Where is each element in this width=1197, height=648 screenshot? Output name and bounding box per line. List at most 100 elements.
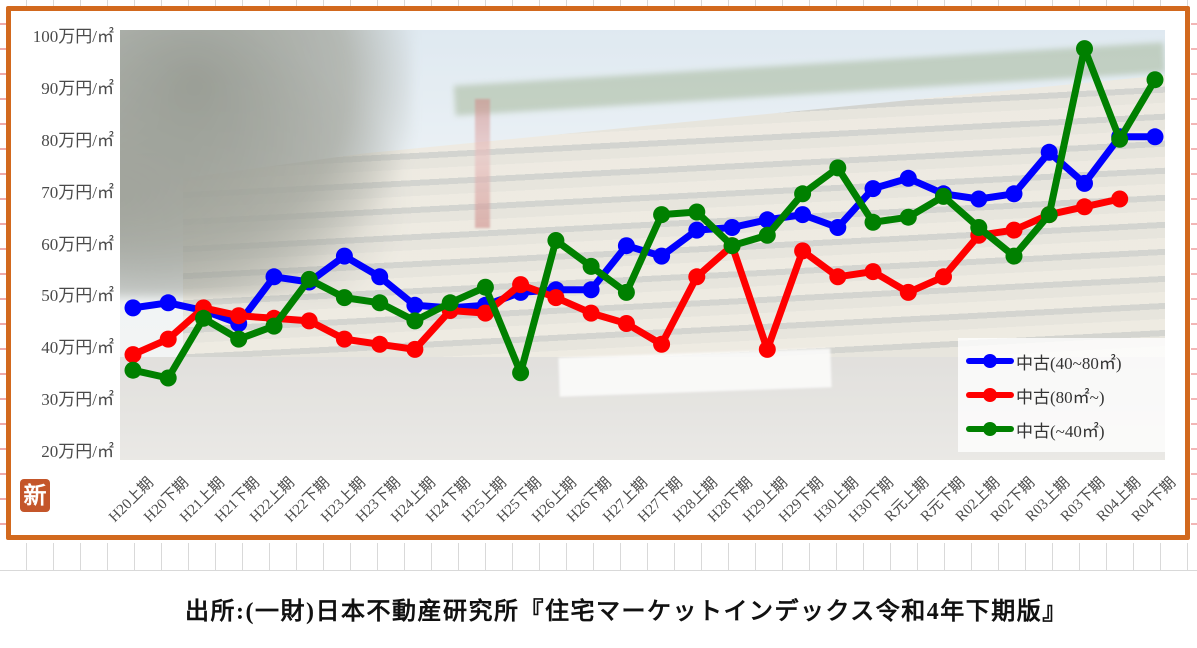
series-0-point-4	[265, 268, 283, 286]
series-2-point-2	[195, 309, 212, 327]
series-0-point-27	[1076, 174, 1093, 192]
series-2-point-26	[1040, 206, 1058, 224]
series-2-point-28	[1111, 130, 1129, 148]
y-tick-label: 40万円/㎡	[41, 338, 114, 358]
legend-marker-red-icon	[966, 386, 1014, 404]
series-1-point-1	[159, 330, 177, 348]
series-0-point-29	[1146, 128, 1164, 146]
series-1-point-12	[547, 289, 565, 307]
photo-trees	[120, 30, 413, 297]
legend-row-used-under40: 中古(~40㎡)	[966, 412, 1182, 446]
series-0-point-24	[970, 190, 988, 208]
series-2-point-6	[335, 289, 353, 307]
y-tick-label: 100万円/㎡	[32, 27, 114, 46]
series-1-point-22	[899, 283, 917, 301]
series-0-point-7	[371, 268, 389, 286]
legend-row-used-40-80: 中古(40~80㎡)	[966, 344, 1182, 378]
legend-label: 中古(~40㎡)	[1016, 421, 1105, 441]
series-2-point-18	[758, 226, 776, 244]
series-2-point-10	[476, 278, 494, 296]
series-2-point-7	[371, 294, 389, 312]
series-0-point-26	[1040, 143, 1058, 161]
series-0-point-16	[688, 221, 706, 239]
series-2-point-29	[1146, 71, 1164, 89]
y-tick-label: 70万円/㎡	[41, 182, 114, 202]
series-1-point-7	[371, 335, 389, 353]
sheet-gridline-strip-left	[0, 0, 6, 543]
series-0-point-19	[794, 206, 812, 224]
series-2-point-19	[794, 185, 812, 203]
series-2-point-22	[899, 208, 917, 226]
x-axis: H20上期 H20下期 H21上期 H21下期 H22上期 H22下期 H23上期 H23下期…	[106, 464, 1180, 540]
series-2-point-24	[970, 219, 988, 236]
series-1-point-10	[476, 304, 494, 322]
chart-legend: 中古(40~80㎡) 中古(80㎡~) 中古(~40㎡)	[958, 338, 1182, 452]
sheet-gridline-strip-top	[0, 0, 1197, 6]
legend-row-used-80plus: 中古(80㎡~)	[966, 378, 1182, 412]
series-1-point-19	[794, 242, 812, 260]
legend-marker-blue-icon	[966, 352, 1014, 370]
series-0-point-8	[406, 296, 424, 314]
series-2-point-25	[1005, 247, 1023, 265]
series-2-point-14	[617, 283, 635, 301]
series-1-point-15	[653, 335, 671, 353]
line-chart	[124, 40, 1164, 387]
series-1-point-5	[300, 312, 318, 330]
series-2-point-16	[688, 203, 706, 221]
series-2-point-4	[265, 317, 283, 335]
series-1-point-25	[1005, 221, 1023, 239]
source-citation: 出所:(一財)日本不動産研究所『住宅マーケットインデックス令和4年下期版』	[185, 599, 1068, 625]
series-0-point-17	[723, 219, 741, 236]
series-1-point-3	[230, 307, 248, 325]
legend-label: 中古(40~80㎡)	[1016, 353, 1122, 373]
series-2-point-17	[723, 237, 741, 255]
series-1-point-18	[758, 340, 776, 358]
series-2-point-15	[653, 206, 671, 224]
series-1-point-16	[688, 268, 706, 286]
series-0-point-6	[335, 247, 353, 265]
new-stamp-badge: 新	[20, 479, 50, 512]
series-2-point-1	[159, 369, 177, 387]
series-0-point-25	[1005, 185, 1023, 203]
series-0-point-13	[582, 281, 600, 299]
series-1-point-13	[582, 304, 600, 322]
photo-red-banner	[475, 98, 490, 228]
series-0-point-1	[159, 294, 177, 312]
series-2-point-0	[124, 361, 142, 379]
series-0-point-15	[653, 247, 671, 265]
series-1-point-8	[406, 340, 424, 358]
series-2-point-21	[864, 213, 882, 231]
series-0-point-21	[864, 180, 882, 198]
series-0-point-14	[617, 237, 635, 255]
series-0-point-18	[758, 211, 776, 229]
legend-marker-green-icon	[966, 420, 1014, 438]
series-1-point-14	[617, 315, 635, 332]
series-2-point-8	[406, 312, 424, 330]
y-tick-label: 90万円/㎡	[41, 78, 114, 98]
y-tick-label: 60万円/㎡	[41, 234, 114, 254]
series-2-point-11	[512, 364, 530, 382]
series-1-point-27	[1076, 198, 1093, 216]
y-tick-label: 50万円/㎡	[41, 286, 114, 306]
y-tick-label: 30万円/㎡	[41, 390, 114, 410]
sheet-gridline-strip-bottom	[0, 543, 1197, 571]
series-2-point-23	[935, 187, 952, 205]
series-1-point-0	[124, 346, 142, 364]
series-line-2	[129, 45, 1159, 382]
series-0-point-0	[124, 299, 142, 317]
series-1-point-23	[935, 268, 952, 286]
series-1-point-21	[864, 263, 882, 281]
series-1-point-6	[335, 330, 353, 348]
series-2-point-9	[441, 294, 459, 312]
sheet-gridline-strip-right	[1191, 0, 1197, 543]
series-0-point-20	[829, 219, 847, 236]
series-2-point-5	[300, 270, 318, 288]
series-2-point-27	[1076, 40, 1093, 58]
series-0-point-22	[899, 169, 917, 187]
series-2-point-20	[829, 159, 847, 177]
series-1-point-28	[1111, 190, 1129, 208]
series-2-point-13	[582, 257, 600, 275]
series-2-point-12	[547, 232, 565, 249]
y-tick-label: 80万円/㎡	[41, 130, 114, 150]
